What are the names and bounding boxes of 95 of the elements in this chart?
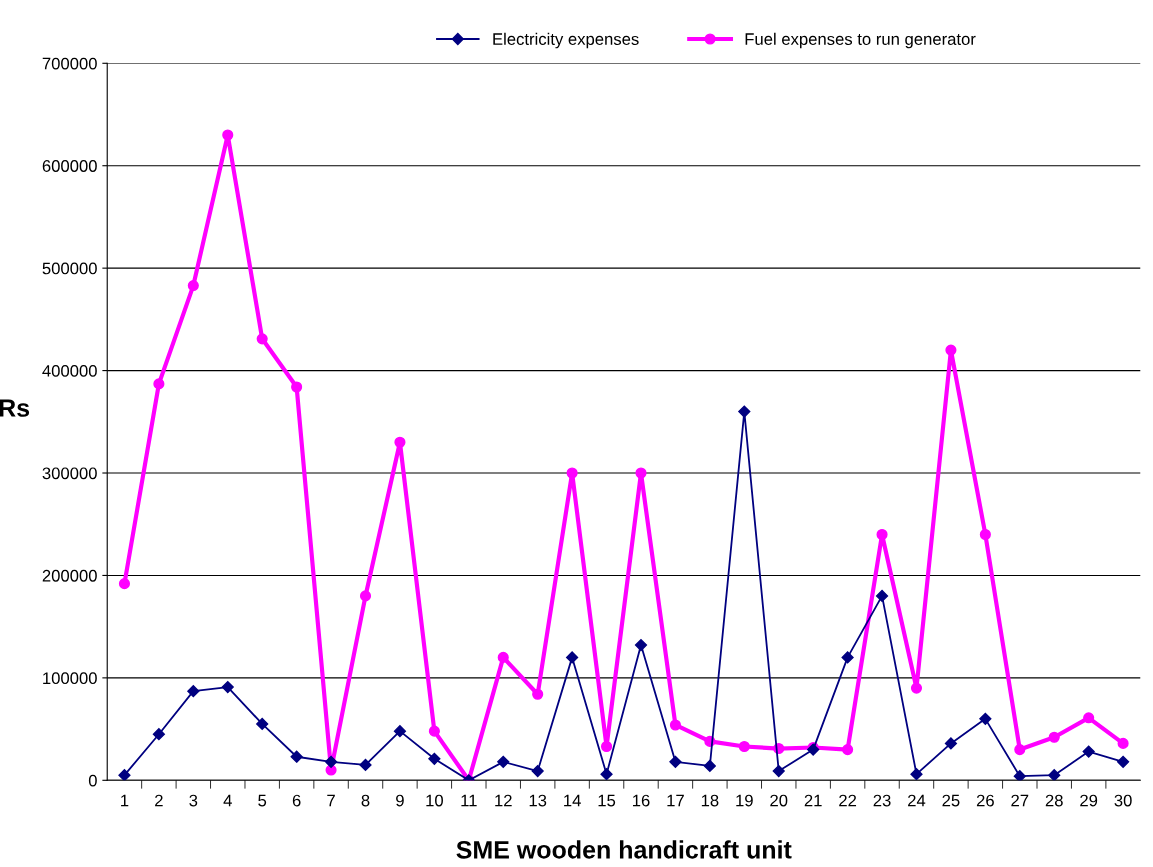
point xyxy=(1117,737,1129,749)
x-tick-label: 28 xyxy=(1045,794,1063,807)
x-tick-label: 8 xyxy=(361,794,370,807)
x-tick-label: 14 xyxy=(564,794,581,807)
point xyxy=(910,768,923,781)
point xyxy=(1048,769,1061,781)
point xyxy=(1013,770,1026,781)
x-tick-label: 30 xyxy=(1114,794,1132,807)
point xyxy=(945,344,957,356)
point xyxy=(428,752,441,765)
point xyxy=(118,578,131,590)
x-axis-title: SME wooden handicraft unit xyxy=(456,840,792,859)
point xyxy=(359,758,372,772)
point xyxy=(153,378,165,390)
x-tick-label: 1 xyxy=(121,794,129,807)
point xyxy=(875,589,889,603)
point xyxy=(256,333,268,345)
y-tick-label: 300000 xyxy=(42,467,97,480)
point xyxy=(497,755,510,768)
point xyxy=(359,590,372,602)
x-tick-label: 4 xyxy=(223,794,232,807)
point xyxy=(497,651,509,663)
x-tick-label: 11 xyxy=(461,794,477,807)
x-tick-label: 13 xyxy=(529,794,547,807)
x-tick-label: 21 xyxy=(804,794,822,807)
x-tick-label: 24 xyxy=(908,794,926,807)
y-tick-label: 0 xyxy=(88,774,97,787)
y-tick-label: 600000 xyxy=(42,160,97,172)
point xyxy=(1117,755,1130,768)
y-tick-label: 200000 xyxy=(42,569,97,582)
point xyxy=(221,680,234,694)
x-tick-label: 19 xyxy=(736,794,753,807)
y-tick-label: 400000 xyxy=(42,364,97,377)
point xyxy=(979,712,992,725)
x-tick-label: 23 xyxy=(873,794,891,807)
point xyxy=(634,638,648,652)
y-axis-title: Rs xyxy=(0,399,30,417)
point xyxy=(187,685,200,698)
x-tick-label: 15 xyxy=(598,794,616,807)
x-tick-label: 29 xyxy=(1080,794,1098,807)
y-tick-label: 500000 xyxy=(42,262,97,275)
point xyxy=(566,651,579,664)
legend-label: Fuel expenses to run generator xyxy=(745,32,976,49)
point xyxy=(324,755,338,768)
x-tick-label: 10 xyxy=(426,794,443,807)
point xyxy=(222,129,234,141)
point xyxy=(1083,712,1095,724)
x-tick-label: 3 xyxy=(189,794,198,807)
y-tick-label: 100000 xyxy=(43,672,97,685)
point xyxy=(152,728,165,741)
x-tick-label: 16 xyxy=(632,794,650,807)
point xyxy=(738,405,751,418)
x-tick-label: 17 xyxy=(667,794,684,807)
point xyxy=(531,764,544,778)
point xyxy=(738,740,750,753)
point xyxy=(979,528,991,541)
x-tick-label: 22 xyxy=(839,794,857,807)
point xyxy=(944,737,958,750)
x-tick-label: 2 xyxy=(155,794,163,807)
point xyxy=(291,381,303,393)
point xyxy=(1048,731,1060,743)
point xyxy=(290,750,303,763)
point xyxy=(566,467,578,479)
point xyxy=(600,740,613,753)
point xyxy=(841,651,854,664)
x-tick-label: 7 xyxy=(327,794,335,807)
x-tick-label: 20 xyxy=(770,794,788,807)
x-tick-label: 5 xyxy=(258,794,267,807)
point xyxy=(842,744,854,756)
point xyxy=(669,719,681,731)
point xyxy=(393,725,407,738)
x-tick-label: 18 xyxy=(701,794,719,807)
x-tick-label: 26 xyxy=(976,794,994,807)
point xyxy=(428,725,440,737)
y-tick-label: 700000 xyxy=(42,57,97,70)
x-tick-label: 25 xyxy=(942,794,960,807)
point xyxy=(772,764,785,778)
point xyxy=(394,436,406,448)
x-tick-label: 12 xyxy=(495,794,512,807)
point xyxy=(669,755,682,768)
point xyxy=(600,768,613,781)
point xyxy=(118,769,131,781)
point xyxy=(1014,744,1026,756)
legend-label: Electricity expenses xyxy=(493,32,639,49)
point xyxy=(256,717,269,731)
point xyxy=(1082,745,1095,758)
point xyxy=(910,682,923,694)
point xyxy=(187,280,199,292)
x-tick-label: 27 xyxy=(1011,794,1029,807)
x-tick-label: 6 xyxy=(292,794,301,807)
point xyxy=(876,528,888,541)
point xyxy=(635,467,647,479)
x-tick-label: 9 xyxy=(396,794,404,807)
point xyxy=(532,688,544,700)
point xyxy=(703,759,716,773)
